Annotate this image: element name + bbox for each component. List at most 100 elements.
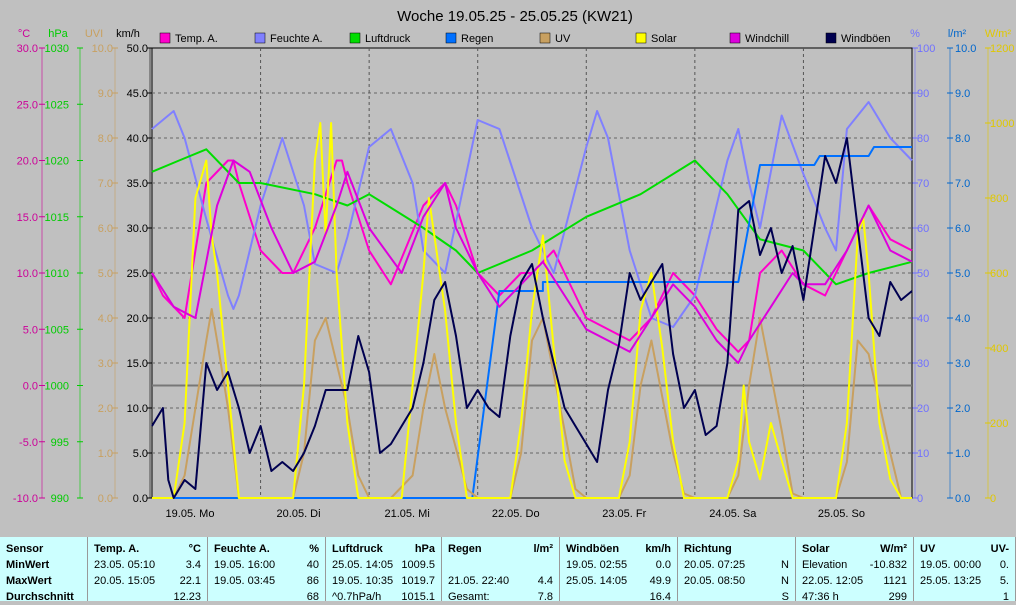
legend-label-windchill: Windchill xyxy=(745,33,789,45)
panel-unit: UV- xyxy=(990,543,1009,555)
tick-label: 80 xyxy=(917,133,929,145)
panel-cell-value: 3.4 xyxy=(185,559,201,571)
legend-label-windb-en: Windböen xyxy=(841,33,891,45)
axis-unit-c: °C xyxy=(18,28,30,40)
panel-row: MaxWert xyxy=(0,573,87,589)
panel-cell-label: 19.05. 03:45 xyxy=(214,575,276,587)
panel-column-temp: Temp. A. °C 23.05. 05:10 3.4 20.05. 15:05 22.… xyxy=(88,537,208,603)
panel-row: 1 xyxy=(914,589,1015,605)
panel-cell-label: 20.05. 15:05 xyxy=(94,575,156,587)
panel-row: S xyxy=(678,589,795,605)
panel-cell-label: Gesamt: xyxy=(448,591,490,603)
tick-label: 20 xyxy=(917,403,929,415)
legend-label-uv: UV xyxy=(555,33,571,45)
panel-cell-value: N xyxy=(781,559,789,571)
panel-cell-value: 1019.7 xyxy=(401,575,435,587)
panel-row: ^0.7hPa/h 1015.1 xyxy=(326,589,441,605)
tick-label: 1020 xyxy=(45,156,69,168)
tick-label: 15.0 xyxy=(17,212,38,224)
panel-unit: % xyxy=(309,543,319,555)
tick-label: 2.0 xyxy=(98,403,113,415)
tick-label: 4.0 xyxy=(98,313,113,325)
panel-row: 23.05. 05:10 3.4 xyxy=(88,557,207,573)
tick-label: 15.0 xyxy=(127,358,148,370)
panel-column-uv: UV UV- 19.05. 00:00 0. 25.05. 13:25 5. 1 xyxy=(914,537,1016,603)
tick-label: 9.0 xyxy=(955,88,970,100)
axis-unit-x: % xyxy=(910,28,920,40)
panel-row: Elevation -10.832 xyxy=(796,557,913,573)
tick-label: 30 xyxy=(917,358,929,370)
tick-label: 0.0 xyxy=(23,381,38,393)
legend-swatch-luftdruck xyxy=(349,32,361,44)
panel-cell-value: 86 xyxy=(306,575,319,587)
panel-row: 19.05. 02:55 0.0 xyxy=(560,557,677,573)
panel-cell-label: 47:36 h xyxy=(802,591,839,603)
tick-label: 7.0 xyxy=(98,178,113,190)
panel-row: Durchschnitt xyxy=(0,589,87,605)
tick-label: 1025 xyxy=(45,99,69,111)
panel-cell-value: 1015.1 xyxy=(401,591,435,603)
panel-cell-value: 0.0 xyxy=(655,559,671,571)
tick-label: 990 xyxy=(51,493,69,505)
tick-label: 1015 xyxy=(45,212,69,224)
panel-row: 12.23 xyxy=(88,589,207,605)
legend-swatch-temp-a xyxy=(159,32,171,44)
panel-header-row: Luftdruck hPa xyxy=(326,541,441,557)
tick-label: 995 xyxy=(51,437,69,449)
weather-chart: Woche 19.05.25 - 25.05.25 (KW21) °C hPa UV… xyxy=(12,8,1015,520)
panel-cell-label: 20.05. 08:50 xyxy=(684,575,746,587)
tick-label: 50 xyxy=(917,268,929,280)
tick-label: 1000 xyxy=(45,381,69,393)
panel-cell-label: ^0.7hPa/h xyxy=(332,591,382,603)
panel-row: 68 xyxy=(208,589,325,605)
panel-cell-value: 22.1 xyxy=(179,575,201,587)
legend-swatch-feuchte-a xyxy=(254,32,266,44)
tick-label: 0.0 xyxy=(98,493,113,505)
tick-label: -10.0 xyxy=(13,493,38,505)
panel-header: UV xyxy=(920,543,936,555)
panel-header: Temp. A. xyxy=(94,543,140,555)
panel-cell-label: 25.05. 14:05 xyxy=(566,575,628,587)
tick-label: 1005 xyxy=(45,324,69,336)
panel-row: 21.05. 22:40 4.4 xyxy=(442,573,559,589)
tick-label: 10.0 xyxy=(17,268,38,280)
series-line-feuchte-a xyxy=(151,101,913,328)
x-tick-label: 20.05. Di xyxy=(277,508,321,520)
tick-label: 10 xyxy=(917,448,929,460)
tick-label: 5.0 xyxy=(98,268,113,280)
panel-row: 22.05. 12:05 1121 xyxy=(796,573,913,589)
panel-row: MinWert xyxy=(0,557,87,573)
panel-cell-label: 20.05. 07:25 xyxy=(684,559,746,571)
tick-label: 60 xyxy=(917,223,929,235)
tick-label: 7.0 xyxy=(955,178,970,190)
series-line-temp-a xyxy=(151,159,913,353)
panel-column-regen: Regen l/m² 21.05. 22:40 4.4 Gesamt: 7.8 xyxy=(442,537,560,603)
tick-label: 0.0 xyxy=(955,493,970,505)
panel-column-feuchte: Feuchte A.% 19.05. 16:00 40 19.05. 03:45 86 6… xyxy=(208,537,326,603)
tick-label: 1000 xyxy=(990,118,1014,130)
tick-label: 5.0 xyxy=(955,268,970,280)
panel-row xyxy=(442,557,559,573)
panel-cell-label: 19.05. 16:00 xyxy=(214,559,276,571)
tick-label: 800 xyxy=(990,193,1008,205)
panel-cell-value: N xyxy=(781,575,789,587)
legend-label-luftdruck: Luftdruck xyxy=(365,33,411,45)
legend-label-temp-a: Temp. A. xyxy=(175,33,218,45)
x-tick-label: 19.05. Mo xyxy=(166,508,215,520)
panel-unit: l/m² xyxy=(533,543,553,555)
tick-label: 0 xyxy=(917,493,923,505)
x-tick-label: 21.05. Mi xyxy=(385,508,430,520)
legend-swatch-solar xyxy=(635,32,647,44)
tick-label: 30.0 xyxy=(127,223,148,235)
panel-cell-value: 49.9 xyxy=(649,575,671,587)
panel-header: Richtung xyxy=(684,543,732,555)
panel-unit: W/m² xyxy=(880,543,907,555)
panel-cell-value: 5. xyxy=(999,575,1009,587)
panel-row: 20.05. 08:50 N xyxy=(678,573,795,589)
panel-header-row: Feuchte A.% xyxy=(208,541,325,557)
panel-header: Sensor xyxy=(6,543,44,555)
tick-label: -5.0 xyxy=(19,437,38,449)
panel-header: Luftdruck xyxy=(332,543,383,555)
tick-label: 3.0 xyxy=(955,358,970,370)
panel-header: Solar xyxy=(802,543,830,555)
